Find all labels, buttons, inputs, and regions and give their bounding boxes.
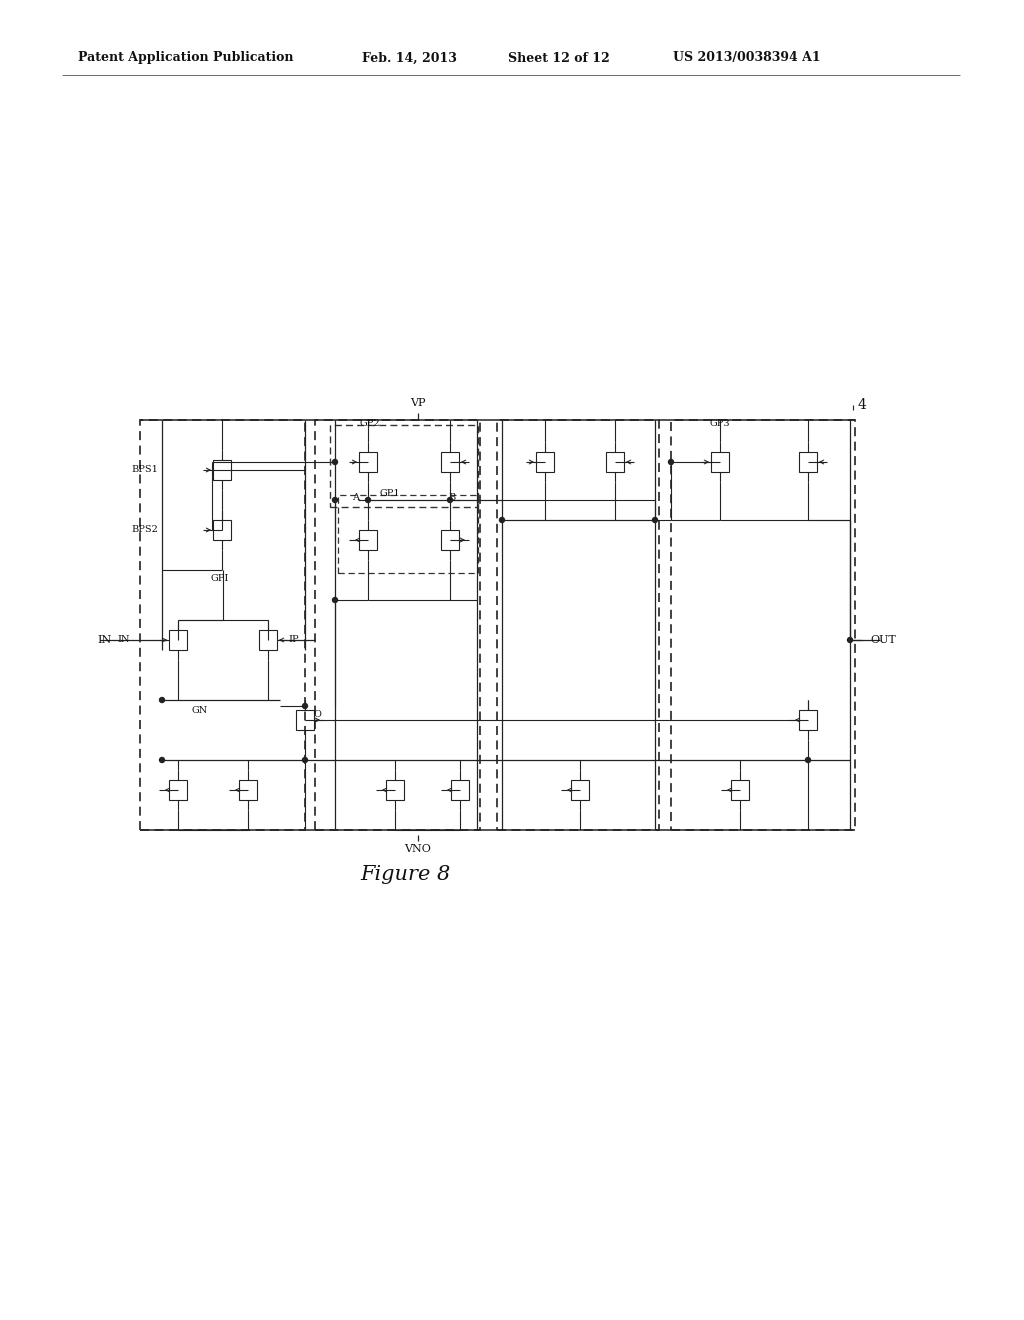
Text: GP2: GP2 bbox=[360, 418, 381, 428]
Bar bbox=[799, 710, 817, 730]
Bar bbox=[140, 420, 305, 830]
Circle shape bbox=[669, 459, 674, 465]
Text: IN: IN bbox=[118, 635, 130, 644]
Circle shape bbox=[447, 498, 453, 503]
Circle shape bbox=[848, 638, 853, 643]
Text: GP3: GP3 bbox=[710, 418, 731, 428]
Bar bbox=[330, 425, 478, 507]
Circle shape bbox=[333, 459, 338, 465]
Bar bbox=[213, 459, 231, 480]
Circle shape bbox=[366, 498, 371, 503]
Bar bbox=[731, 780, 749, 800]
Text: GP1: GP1 bbox=[380, 488, 400, 498]
Circle shape bbox=[160, 697, 165, 702]
Circle shape bbox=[652, 517, 657, 523]
Bar bbox=[606, 451, 624, 473]
Bar bbox=[338, 495, 478, 573]
Bar bbox=[239, 780, 257, 800]
Bar bbox=[441, 451, 459, 473]
Bar bbox=[571, 780, 589, 800]
Text: GPI: GPI bbox=[211, 574, 229, 583]
Bar bbox=[799, 451, 817, 473]
Text: IP: IP bbox=[288, 635, 299, 644]
Bar bbox=[497, 420, 659, 830]
Text: OUT: OUT bbox=[870, 635, 896, 645]
Circle shape bbox=[333, 598, 338, 602]
Text: US 2013/0038394 A1: US 2013/0038394 A1 bbox=[673, 51, 820, 65]
Bar bbox=[441, 531, 459, 550]
Text: VNO: VNO bbox=[404, 843, 431, 854]
Bar bbox=[536, 451, 554, 473]
Text: 4: 4 bbox=[858, 399, 867, 412]
Bar bbox=[315, 420, 480, 830]
Circle shape bbox=[333, 498, 338, 503]
Text: Figure 8: Figure 8 bbox=[359, 866, 451, 884]
Bar bbox=[451, 780, 469, 800]
Circle shape bbox=[160, 758, 165, 763]
Circle shape bbox=[500, 517, 505, 523]
Text: Feb. 14, 2013: Feb. 14, 2013 bbox=[362, 51, 457, 65]
Text: Sheet 12 of 12: Sheet 12 of 12 bbox=[508, 51, 609, 65]
Bar bbox=[711, 451, 729, 473]
Circle shape bbox=[806, 758, 811, 763]
Bar bbox=[296, 710, 314, 730]
Bar bbox=[169, 780, 187, 800]
Bar bbox=[671, 420, 855, 830]
Bar bbox=[259, 630, 278, 649]
Bar bbox=[213, 520, 231, 540]
Text: IN: IN bbox=[97, 635, 112, 645]
Text: GN: GN bbox=[191, 706, 208, 715]
Circle shape bbox=[302, 758, 307, 763]
Text: B: B bbox=[449, 494, 456, 503]
Bar bbox=[386, 780, 404, 800]
Text: BPS2: BPS2 bbox=[131, 524, 158, 533]
Text: O: O bbox=[313, 710, 321, 719]
Text: BPS1: BPS1 bbox=[131, 465, 158, 474]
Text: Patent Application Publication: Patent Application Publication bbox=[78, 51, 294, 65]
Bar bbox=[169, 630, 187, 649]
Bar bbox=[359, 531, 377, 550]
Circle shape bbox=[302, 704, 307, 709]
Text: VP: VP bbox=[411, 399, 426, 408]
Bar bbox=[359, 451, 377, 473]
Text: A: A bbox=[352, 494, 359, 503]
